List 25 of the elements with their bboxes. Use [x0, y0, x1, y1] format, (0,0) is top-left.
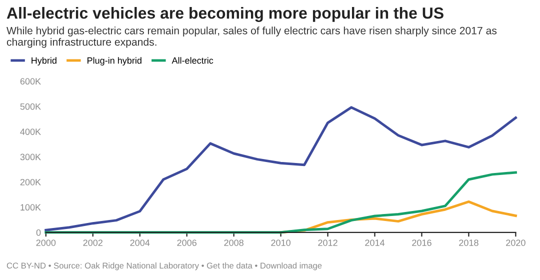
legend-label: All-electric — [172, 57, 214, 64]
y-tick-label: 100K — [20, 204, 41, 211]
x-tick-label: 2012 — [318, 240, 338, 246]
x-tick-label: 2010 — [271, 240, 290, 246]
x-tick-label: 2002 — [83, 240, 102, 246]
legend-label: Plug-in hybrid — [88, 57, 142, 66]
chart-subtitle: While hybrid gas-electric cars remain popular, sales of fully electric cars have risen sharply since 2017 as charging infrastructure expands. — [6, 26, 497, 48]
x-tick-label: 2016 — [412, 240, 432, 246]
y-tick-label: 300K — [20, 154, 41, 160]
line-series — [44, 171, 517, 234]
x-tick-label: 2000 — [36, 240, 56, 246]
y-tick-label: 400K — [20, 128, 41, 135]
y-tick-label: 600K — [20, 78, 41, 85]
x-tick-label: 2008 — [224, 240, 244, 246]
text: CC BY-ND • Source: Oak Ridge National Laboratory • Get the data • Download image — [6, 262, 322, 270]
y-tick-label: 500K — [20, 103, 41, 110]
y-tick-label: 200K — [20, 178, 41, 186]
x-tick-label: 2014 — [365, 240, 385, 246]
x-tick-label: 2020 — [506, 240, 526, 246]
legend-label: Hybrid — [32, 57, 56, 66]
x-tick-label: 2006 — [177, 240, 196, 246]
x-tick-label: 2004 — [130, 240, 150, 246]
y-tick-label: 0 — [36, 229, 41, 236]
x-tick-label: 2018 — [459, 240, 478, 246]
chart-title: All-electric vehicles are becoming more popular in the US — [6, 7, 444, 22]
